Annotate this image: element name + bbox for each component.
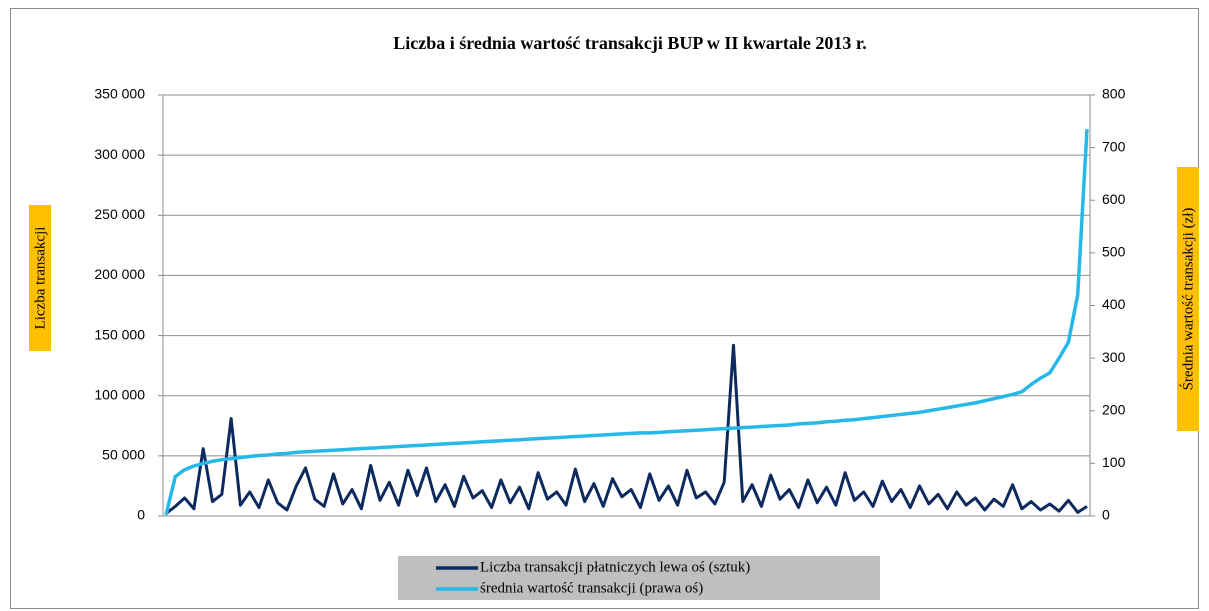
y2-tick-label: 0 — [1102, 507, 1110, 523]
chart-border — [10, 8, 1199, 609]
y-tick-label: 200 000 — [94, 266, 145, 282]
y2-label-bg — [1177, 167, 1199, 431]
y-tick-label: 0 — [137, 507, 145, 523]
y2-tick-label: 600 — [1102, 191, 1126, 207]
legend-label: średnia wartość transakcji (prawa oś) — [480, 580, 703, 596]
y2-tick-label: 300 — [1102, 349, 1126, 365]
y2-tick-label: 700 — [1102, 138, 1126, 154]
y-label-bg — [29, 205, 51, 351]
y-tick-label: 300 000 — [94, 146, 145, 162]
y-axis-label: Liczba transakcji — [32, 227, 48, 330]
y-tick-label: 50 000 — [102, 447, 145, 463]
y2-axis-label: Średnia wartość transakcji (zł) — [1179, 208, 1196, 391]
series-line — [165, 343, 1088, 515]
legend — [398, 556, 880, 600]
y-tick-label: 250 000 — [94, 206, 145, 222]
y2-tick-label: 500 — [1102, 244, 1126, 260]
y-tick-label: 350 000 — [94, 86, 145, 102]
y2-tick-label: 800 — [1102, 86, 1126, 102]
y2-tick-label: 400 — [1102, 296, 1126, 312]
series-line — [164, 129, 1089, 516]
y-tick-label: 150 000 — [94, 326, 145, 342]
y-tick-label: 100 000 — [94, 386, 145, 402]
y2-tick-label: 100 — [1102, 454, 1126, 470]
y2-tick-label: 200 — [1102, 401, 1126, 417]
chart-title: Liczba i średnia wartość transakcji BUP … — [393, 33, 866, 53]
legend-label: Liczba transakcji płatniczych lewa oś (s… — [480, 559, 750, 575]
